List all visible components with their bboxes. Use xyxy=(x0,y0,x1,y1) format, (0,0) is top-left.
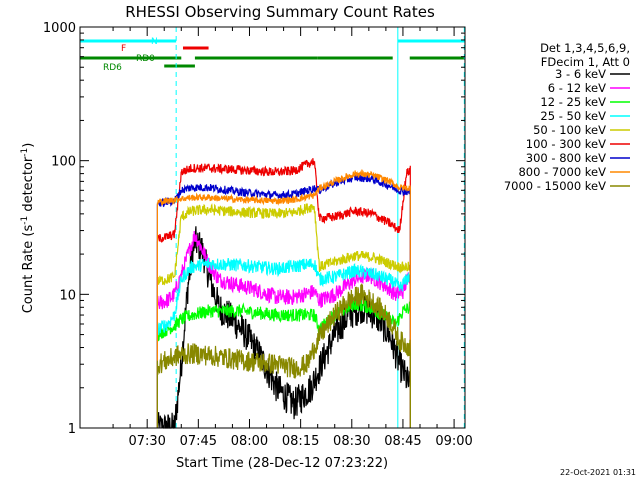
series-line-100-300-kev xyxy=(156,158,411,429)
flag-bars-layer: N F RD0 RD6 xyxy=(80,37,465,73)
x-tick-label: 09:00 xyxy=(435,434,472,449)
legend-entry-label: 7000 - 15000 keV xyxy=(504,179,606,193)
axes-layer: 07:30 07:45 08:00 08:15 08:30 08:45 09:00 1 10 10… xyxy=(43,21,473,449)
flag-label-rd0: RD0 xyxy=(136,54,155,64)
y-tick-label: 100 xyxy=(51,155,76,170)
y-axis-label: Count Rate (s-1 detector-1) xyxy=(20,143,36,314)
y-tick-label: 1 xyxy=(68,422,76,437)
x-tick-label: 08:00 xyxy=(231,434,268,449)
legend-entry-label: 12 - 25 keV xyxy=(540,95,606,109)
series-line-800-7000-kev xyxy=(156,168,411,429)
series-line-50-100-kev xyxy=(156,202,411,429)
series-line-6-12-kev xyxy=(156,230,411,429)
y-tick-label: 1000 xyxy=(43,21,76,36)
footer-timestamp: 22-Oct-2021 01:31 xyxy=(560,468,636,477)
legend-entry-label: 300 - 800 keV xyxy=(526,151,606,165)
legend-entry-label: 100 - 300 keV xyxy=(526,137,606,151)
series-line-7000-15000-kev xyxy=(156,282,411,429)
y-tick-label: 10 xyxy=(59,288,76,303)
series-layer xyxy=(156,158,411,429)
x-tick-label: 08:45 xyxy=(384,434,421,449)
legend-entry-label: 50 - 100 keV xyxy=(533,123,606,137)
x-axis-label: Start Time (28-Dec-12 07:23:22) xyxy=(176,456,388,471)
x-tick-label: 08:30 xyxy=(333,434,370,449)
flag-label-n: N xyxy=(151,37,158,47)
legend: Det 1,3,4,5,6,9,FDecim 1, Att 03 - 6 keV… xyxy=(504,41,630,193)
legend-entry-label: 800 - 7000 keV xyxy=(518,165,606,179)
x-tick-label: 07:45 xyxy=(180,434,217,449)
series-line-25-50-kev xyxy=(156,257,411,429)
plot-frame xyxy=(79,26,466,429)
legend-header-line: Det 1,3,4,5,6,9, xyxy=(540,41,630,55)
x-tick-label: 08:15 xyxy=(282,434,319,449)
legend-header-line: FDecim 1, Att 0 xyxy=(541,55,630,69)
series-line-3-6-kev xyxy=(156,226,411,429)
chart-title: RHESSI Observing Summary Count Rates xyxy=(125,3,435,21)
x-tick-label: 07:30 xyxy=(128,434,165,449)
series-line-300-800-kev xyxy=(156,173,411,429)
legend-entry-label: 3 - 6 keV xyxy=(555,67,606,81)
legend-entry-label: 25 - 50 keV xyxy=(540,109,606,123)
legend-entry-label: 6 - 12 keV xyxy=(548,81,606,95)
flag-label-rd6: RD6 xyxy=(103,63,122,73)
flag-label-f: F xyxy=(121,44,126,54)
